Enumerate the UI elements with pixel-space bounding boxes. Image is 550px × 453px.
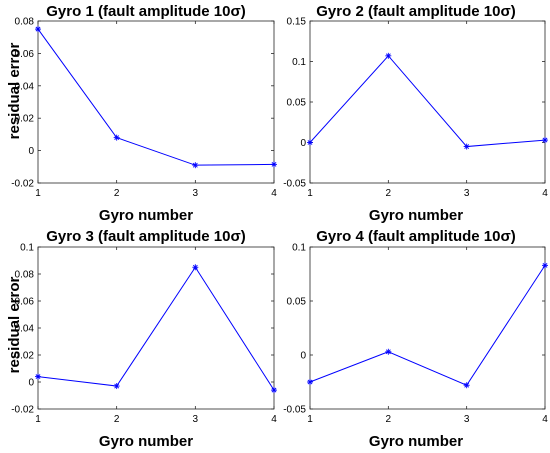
- y-tick-label: 0.06: [15, 297, 35, 308]
- data-point-marker: [385, 348, 392, 355]
- x-tick-label: 4: [271, 188, 277, 199]
- subplot-2-title: Gyro 2 (fault amplitude 10σ): [316, 3, 515, 20]
- y-tick-label: 0.02: [15, 351, 35, 362]
- data-point-marker: [542, 262, 548, 269]
- y-tick-label: -0.02: [11, 405, 34, 416]
- marker-stroke: [114, 135, 120, 141]
- data-point-marker: [463, 143, 470, 150]
- y-tick-label: 0: [28, 378, 34, 389]
- marker-stroke: [114, 383, 120, 389]
- y-tick-label: 0.04: [15, 324, 35, 335]
- subplot-gyro-4: Gyro 4 (fault amplitude 10σ) Gyro number…: [283, 228, 548, 450]
- subplot-gyro-1: Gyro 1 (fault amplitude 10σ) residual er…: [6, 3, 277, 224]
- data-point-marker: [385, 52, 392, 59]
- x-tick-label: 4: [542, 188, 548, 199]
- axes-box: [37, 20, 275, 184]
- axes-box: [309, 246, 546, 410]
- subplot-2-plot-area: -0.05 0 0.05 0.1 0.15 1 2 3 4: [283, 17, 548, 200]
- marker-stroke: [542, 262, 548, 268]
- data-point-marker: [271, 161, 277, 168]
- x-tick-label: 1: [35, 414, 41, 425]
- marker-stroke: [464, 144, 470, 149]
- series-line: [37, 266, 275, 391]
- data-point-marker: [113, 134, 120, 141]
- marker-stroke: [192, 264, 198, 270]
- y-tick-label: 0.1: [292, 57, 306, 68]
- data-point-marker: [271, 387, 277, 394]
- subplot-4-title: Gyro 4 (fault amplitude 10σ): [316, 228, 515, 245]
- subplot-1-ylabel: residual error: [6, 42, 23, 139]
- x-tick-label: 2: [386, 188, 392, 199]
- x-tick-label: 4: [271, 414, 277, 425]
- data-point-marker: [35, 373, 41, 380]
- marker-stroke: [464, 382, 470, 388]
- subplot-3-title: Gyro 3 (fault amplitude 10σ): [46, 228, 245, 245]
- x-tick-label: 1: [307, 414, 313, 425]
- subplot-4-xlabel: Gyro number: [369, 433, 463, 450]
- y-tick-label: 0.05: [287, 297, 307, 308]
- data-point-marker: [192, 162, 199, 169]
- subplot-1-title: Gyro 1 (fault amplitude 10σ): [46, 3, 245, 20]
- data-point-marker: [35, 26, 41, 33]
- marker-stroke: [385, 349, 391, 355]
- x-tick-label: 1: [35, 188, 41, 199]
- marker-stroke: [35, 26, 41, 32]
- y-tick-label: -0.02: [11, 179, 34, 190]
- marker-stroke: [192, 162, 198, 168]
- data-point-marker: [113, 383, 120, 390]
- y-tick-label: -0.05: [283, 405, 306, 416]
- y-tick-label: 0.04: [15, 81, 35, 92]
- x-tick-label: 3: [193, 188, 199, 199]
- series-line: [37, 28, 275, 166]
- marker-stroke: [35, 374, 41, 380]
- subplot-1-plot-area: -0.02 0 0.02 0.04 0.06 0.08 1 2 3 4: [11, 17, 277, 200]
- marker-stroke: [307, 140, 313, 145]
- data-point-marker: [463, 382, 470, 389]
- subplot-gyro-2: Gyro 2 (fault amplitude 10σ) Gyro number…: [283, 3, 548, 224]
- marker-stroke: [271, 387, 277, 393]
- data-point-marker: [542, 137, 548, 144]
- y-tick-label: 0.1: [292, 243, 306, 254]
- subplot-2-xlabel: Gyro number: [369, 207, 463, 224]
- axes-box: [37, 246, 275, 410]
- y-tick-label: -0.05: [283, 179, 306, 190]
- x-tick-label: 2: [114, 414, 120, 425]
- y-tick-label: 0: [300, 351, 306, 362]
- data-point-marker: [307, 379, 313, 385]
- x-tick-label: 3: [464, 414, 470, 425]
- marker-stroke: [271, 161, 277, 167]
- series-line: [309, 55, 546, 148]
- y-tick-label: 0.1: [20, 243, 34, 254]
- subplot-3-xlabel: Gyro number: [99, 433, 193, 450]
- y-tick-label: 0.08: [15, 270, 35, 281]
- y-tick-label: 0.15: [287, 17, 307, 28]
- y-tick-label: 0.06: [15, 49, 35, 60]
- x-tick-label: 3: [193, 414, 199, 425]
- subplot-4-plot-area: -0.05 0 0.05 0.1 1 2 3 4: [283, 243, 548, 426]
- x-tick-label: 4: [542, 414, 548, 425]
- marker-stroke: [307, 379, 313, 385]
- data-point-marker: [192, 264, 199, 271]
- x-tick-label: 2: [114, 188, 120, 199]
- x-tick-label: 2: [386, 414, 392, 425]
- subplot-3-plot-area: -0.02 0 0.02 0.04 0.06 0.08 0.1 1 2 3 4: [11, 243, 277, 426]
- axes-box: [309, 20, 546, 184]
- subplot-gyro-3: Gyro 3 (fault amplitude 10σ) residual er…: [6, 228, 277, 450]
- y-tick-label: 0.02: [15, 114, 35, 125]
- series-line: [309, 265, 546, 386]
- data-point-marker: [307, 139, 313, 146]
- y-tick-label: 0: [300, 138, 306, 149]
- y-tick-label: 0: [28, 146, 34, 157]
- subplot-1-xlabel: Gyro number: [99, 207, 193, 224]
- x-tick-label: 3: [464, 188, 470, 199]
- subplot-3-ylabel: residual error: [6, 276, 23, 373]
- marker-stroke: [542, 137, 548, 143]
- x-tick-label: 1: [307, 188, 313, 199]
- y-tick-label: 0.08: [15, 17, 35, 28]
- y-tick-label: 0.05: [287, 98, 307, 109]
- marker-stroke: [385, 53, 391, 59]
